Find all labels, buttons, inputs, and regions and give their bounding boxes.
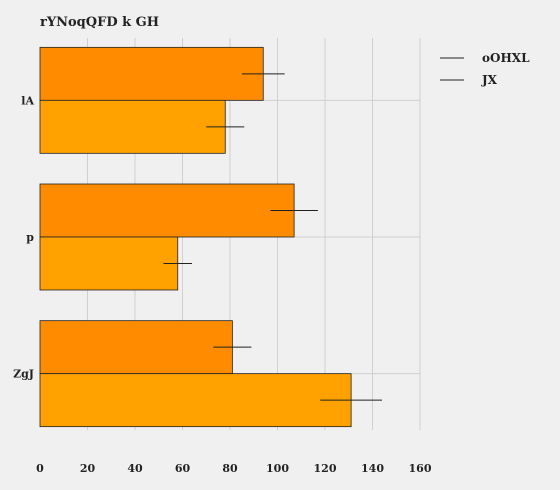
- x-tick-label: 160: [409, 462, 432, 475]
- x-tick-label: 20: [80, 462, 96, 475]
- x-tick-label: 40: [127, 462, 143, 475]
- y-tick-label: p: [26, 231, 34, 244]
- legend-label: oOHXL: [482, 51, 530, 65]
- x-tick-label: 0: [36, 462, 44, 475]
- y-tick-label: lA: [21, 94, 34, 107]
- x-tick-label: 80: [222, 462, 238, 475]
- x-tick-label: 140: [361, 462, 384, 475]
- error-bars: [163, 73, 382, 401]
- bar: [39, 46, 264, 101]
- bar: [39, 99, 226, 154]
- x-tick-label: 60: [175, 462, 191, 475]
- y-tick-label: ZgJ: [13, 368, 34, 381]
- chart-title: rYNoqQFD k GH: [40, 15, 159, 30]
- legend: oOHXL JX: [440, 51, 530, 87]
- bar: [39, 373, 352, 428]
- bar: [39, 183, 295, 238]
- bar: [39, 236, 179, 291]
- bar: [39, 320, 233, 375]
- legend-label: JX: [481, 73, 498, 87]
- x-tick-label: 120: [314, 462, 337, 475]
- axes: 0 20 40 60 80 100 120 140 160 lA p ZgJ: [13, 94, 432, 475]
- bars: [39, 46, 352, 428]
- x-tick-label: 100: [266, 462, 289, 475]
